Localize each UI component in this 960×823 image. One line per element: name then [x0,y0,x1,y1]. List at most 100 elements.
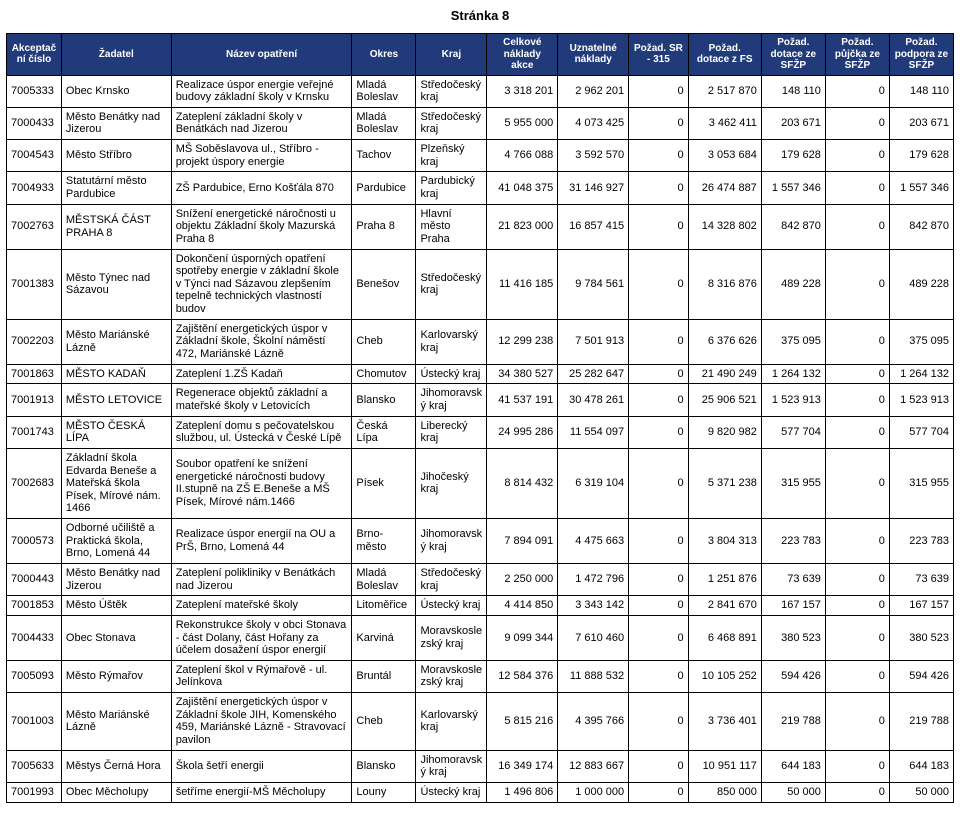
col-header-10: Požad. půjčka ze SFŽP [825,34,889,76]
cell: Karlovarský kraj [416,319,487,364]
cell: Škola šetří energii [171,750,352,782]
cell: 7002203 [7,319,62,364]
cell: 0 [825,564,889,596]
cell: Realizace úspor energií na OU a PrŠ, Brn… [171,519,352,564]
cell: Bruntál [352,660,416,692]
cell: 644 183 [761,750,825,782]
cell: 3 592 570 [558,140,629,172]
cell: Tachov [352,140,416,172]
cell: 12 883 667 [558,750,629,782]
cell: 0 [825,596,889,616]
cell: 21 823 000 [487,204,558,249]
cell: 489 228 [761,249,825,319]
cell: 24 995 286 [487,416,558,448]
cell: 7005633 [7,750,62,782]
cell: Zateplení 1.ZŠ Kadaň [171,364,352,384]
table-row: 7005333Obec KrnskoRealizace úspor energi… [7,75,954,107]
cell: 0 [825,750,889,782]
cell: 41 537 191 [487,384,558,416]
cell: 6 319 104 [558,448,629,518]
cell: Rekonstrukce školy v obci Stonava - část… [171,615,352,660]
cell: 5 815 216 [487,693,558,751]
cell: 4 395 766 [558,693,629,751]
cell: 179 628 [761,140,825,172]
table-row: 7005633Městys Černá HoraŠkola šetří ener… [7,750,954,782]
table-row: 7002203Město Mariánské LázněZajištění en… [7,319,954,364]
cell: Snížení energetické náročnosti u objektu… [171,204,352,249]
cell: Zajištění energetických úspor v Základní… [171,693,352,751]
cell: 30 478 261 [558,384,629,416]
cell: 0 [629,416,688,448]
cell: 219 788 [889,693,953,751]
cell: 1 523 913 [889,384,953,416]
cell: Zateplení škol v Rýmařově - ul. Jelínkov… [171,660,352,692]
cell: 16 349 174 [487,750,558,782]
cell: Jihomoravsk ý kraj [416,384,487,416]
table-row: 7001863MĚSTO KADAŇZateplení 1.ZŠ KadaňCh… [7,364,954,384]
cell: 1 557 346 [889,172,953,204]
cell: 0 [629,384,688,416]
col-header-4: Kraj [416,34,487,76]
cell: Odborné učiliště a Praktická škola, Brno… [61,519,171,564]
cell: 0 [629,615,688,660]
cell: Hlavní město Praha [416,204,487,249]
table-row: 7005093Město RýmařovZateplení škol v Rým… [7,660,954,692]
cell: 0 [825,204,889,249]
cell: 594 426 [761,660,825,692]
cell: 0 [629,782,688,802]
cell: 7 501 913 [558,319,629,364]
cell: 0 [825,519,889,564]
table-row: 7001003Město Mariánské LázněZajištění en… [7,693,954,751]
cell: ZŠ Pardubice, Erno Košťála 870 [171,172,352,204]
cell: 3 318 201 [487,75,558,107]
col-header-9: Požad. dotace ze SFŽP [761,34,825,76]
cell: 7001993 [7,782,62,802]
cell: 73 639 [761,564,825,596]
cell: 842 870 [889,204,953,249]
cell: 9 820 982 [688,416,761,448]
cell: 0 [825,140,889,172]
cell: 577 704 [761,416,825,448]
col-header-7: Požad. SR - 315 [629,34,688,76]
cell: 12 299 238 [487,319,558,364]
cell: 0 [629,319,688,364]
cell: 4 475 663 [558,519,629,564]
table-row: 7001993Obec Měcholupyšetříme energií-MŠ … [7,782,954,802]
cell: 7004543 [7,140,62,172]
cell: Město Benátky nad Jizerou [61,564,171,596]
cell: Jihomoravsk ý kraj [416,750,487,782]
cell: 7001743 [7,416,62,448]
cell: 0 [825,249,889,319]
cell: MŠ Soběslavova ul., Stříbro - projekt ús… [171,140,352,172]
cell: 0 [629,596,688,616]
cell: 1 557 346 [761,172,825,204]
cell: Benešov [352,249,416,319]
cell: 50 000 [761,782,825,802]
cell: Obec Měcholupy [61,782,171,802]
cell: 9 099 344 [487,615,558,660]
cell: Plzeňský kraj [416,140,487,172]
cell: 223 783 [761,519,825,564]
cell: 7000443 [7,564,62,596]
cell: Cheb [352,693,416,751]
cell: 167 157 [761,596,825,616]
col-header-0: Akceptační číslo [7,34,62,76]
cell: 3 736 401 [688,693,761,751]
cell: 11 416 185 [487,249,558,319]
cell: 73 639 [889,564,953,596]
table-header: Akceptační čísloŽadatelNázev opatřeníOkr… [7,34,954,76]
cell: Zateplení základní školy v Benátkách nad… [171,107,352,139]
cell: Cheb [352,319,416,364]
cell: 25 282 647 [558,364,629,384]
cell: 4 766 088 [487,140,558,172]
cell: 0 [629,519,688,564]
cell: 7 610 460 [558,615,629,660]
cell: 380 523 [889,615,953,660]
cell: 0 [629,75,688,107]
cell: 3 804 313 [688,519,761,564]
cell: 6 376 626 [688,319,761,364]
cell: Město Týnec nad Sázavou [61,249,171,319]
cell: 41 048 375 [487,172,558,204]
cell: 2 962 201 [558,75,629,107]
cell: Soubor opatření ke snížení energetické n… [171,448,352,518]
